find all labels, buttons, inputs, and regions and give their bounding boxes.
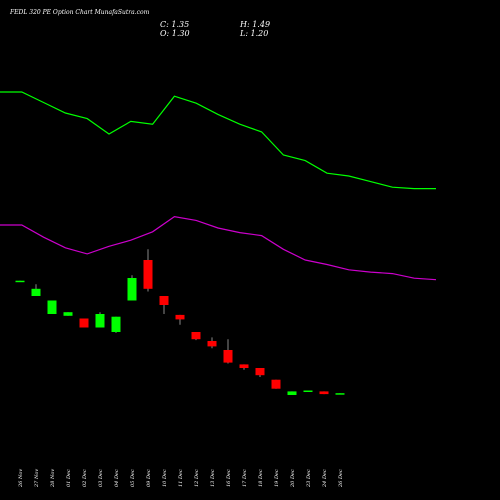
candle-body xyxy=(319,391,329,395)
x-tick-label: 13 Dec xyxy=(210,469,216,487)
x-tick-label: 11 Dec xyxy=(178,469,184,487)
candle-body xyxy=(175,314,185,320)
x-tick-label: 26 Nov xyxy=(18,469,24,488)
x-tick-label: 16 Dec xyxy=(226,469,232,487)
series-line-green xyxy=(0,91,436,190)
candle-body xyxy=(63,312,73,316)
candle-body xyxy=(79,318,89,328)
x-tick-label: 28 Nov xyxy=(50,469,56,488)
x-tick-label: 02 Dec xyxy=(82,469,88,487)
x-tick-label: 20 Dec xyxy=(290,469,296,488)
x-tick-label: 04 Dec xyxy=(114,469,120,487)
candle-body xyxy=(143,260,153,289)
x-tick-label: 24 Dec xyxy=(322,469,328,488)
candle-body xyxy=(95,314,105,328)
candle-body xyxy=(47,300,57,314)
x-tick-label: 01 Dec xyxy=(66,469,72,487)
x-tick-label: 23 Dec xyxy=(306,469,312,488)
x-tick-label: 27 Nov xyxy=(34,469,40,488)
x-tick-label: 05 Dec xyxy=(130,469,136,487)
candle-body xyxy=(111,316,121,332)
candle-body xyxy=(159,296,169,305)
candle-body xyxy=(127,278,137,301)
candle-body xyxy=(15,280,25,283)
high-value: H: 1.49 xyxy=(240,20,271,29)
close-value: C: 1.35 xyxy=(160,20,190,29)
x-tick-label: 12 Dec xyxy=(194,469,200,487)
series-line-magenta xyxy=(0,215,437,281)
candle-body xyxy=(223,350,233,363)
x-tick-label: 18 Dec xyxy=(258,469,264,487)
candle-body xyxy=(271,379,281,389)
candle-body xyxy=(303,390,313,392)
candle-body xyxy=(239,364,249,368)
candle-body xyxy=(335,393,345,395)
x-tick-label: 09 Dec xyxy=(146,469,152,487)
x-tick-label: 17 Dec xyxy=(242,469,248,487)
x-tick-label: 10 Dec xyxy=(162,469,168,487)
candle-body xyxy=(207,341,217,347)
x-tick-label: 03 Dec xyxy=(98,469,104,487)
candle-body xyxy=(31,288,41,296)
open-value: O: 1.30 xyxy=(160,29,190,38)
x-tick-label: 26 Dec xyxy=(338,469,344,488)
candle-body xyxy=(287,391,297,395)
candle-body xyxy=(255,368,265,376)
low-value: L: 1.20 xyxy=(240,29,269,38)
chart-title: FEDL 320 PE Option Chart MunafaSutra.com xyxy=(10,9,150,16)
candle-body xyxy=(191,332,201,340)
x-tick-label: 19 Dec xyxy=(274,469,280,487)
